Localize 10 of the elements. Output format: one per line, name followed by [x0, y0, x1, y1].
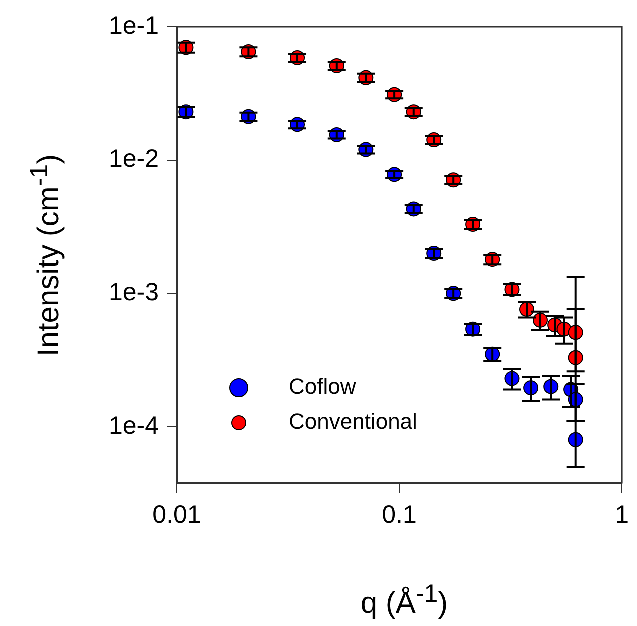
- legend-label: Conventional: [289, 409, 418, 434]
- y-tick-label: 1e-4: [108, 412, 160, 440]
- x-tick-label: 0.01: [152, 500, 202, 529]
- y-tick-label: 1e-2: [108, 145, 159, 174]
- x-axis-title: q (Å$^{-1}$): [360, 580, 450, 621]
- y-tick-label: 1e-3: [108, 278, 159, 307]
- legend-label: Coflow: [289, 374, 356, 400]
- y-tick-label: 1e-1: [108, 12, 159, 40]
- x-tick-label: 1: [615, 500, 629, 529]
- x-tick-label: 0.1: [382, 500, 417, 529]
